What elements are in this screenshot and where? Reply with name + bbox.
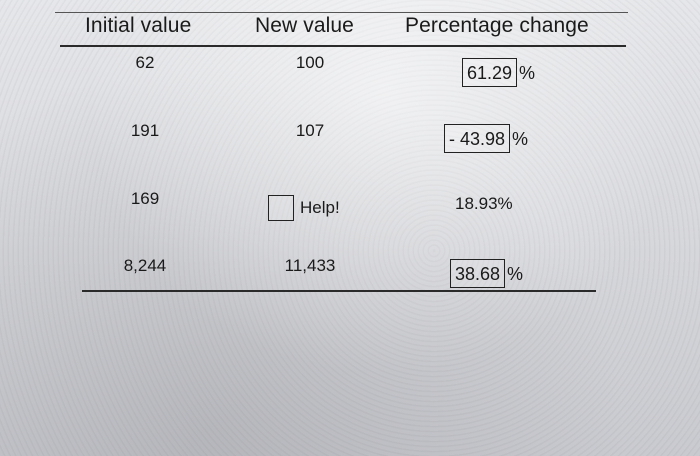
row4-percent-unit: % [507,263,524,284]
row2-initial: 191 [130,121,160,140]
row1-percent-box[interactable]: 61.29 [462,58,518,87]
row4-initial: 8,244 [123,256,167,275]
help-link[interactable]: Help! [300,198,340,217]
row1-percent-unit: % [519,62,536,83]
header-percentage-change: Percentage change [405,14,589,37]
header-new-value: New value [255,14,354,37]
row3-new-input-box[interactable] [268,195,294,221]
bottom-rule [82,290,596,292]
header-rule [60,45,626,47]
row4-answer[interactable]: 38.68 % [450,259,523,288]
header-initial-value: Initial value [85,14,192,37]
top-rule [55,12,628,13]
row3-new-value-input[interactable]: Help! [268,195,340,221]
row2-percent-unit: % [512,128,529,149]
row2-new: 107 [295,121,325,140]
row1-initial: 62 [135,53,155,72]
row3-percent: 18.93% [455,194,513,213]
row1-answer[interactable]: 61.29 % [462,58,535,87]
row2-percent-box[interactable]: - 43.98 [444,124,511,153]
row3-initial: 169 [130,189,160,208]
row2-answer[interactable]: - 43.98 % [444,124,528,153]
row1-new: 100 [295,53,325,72]
row4-new: 11,433 [284,256,336,275]
row4-percent-box[interactable]: 38.68 [450,259,506,288]
